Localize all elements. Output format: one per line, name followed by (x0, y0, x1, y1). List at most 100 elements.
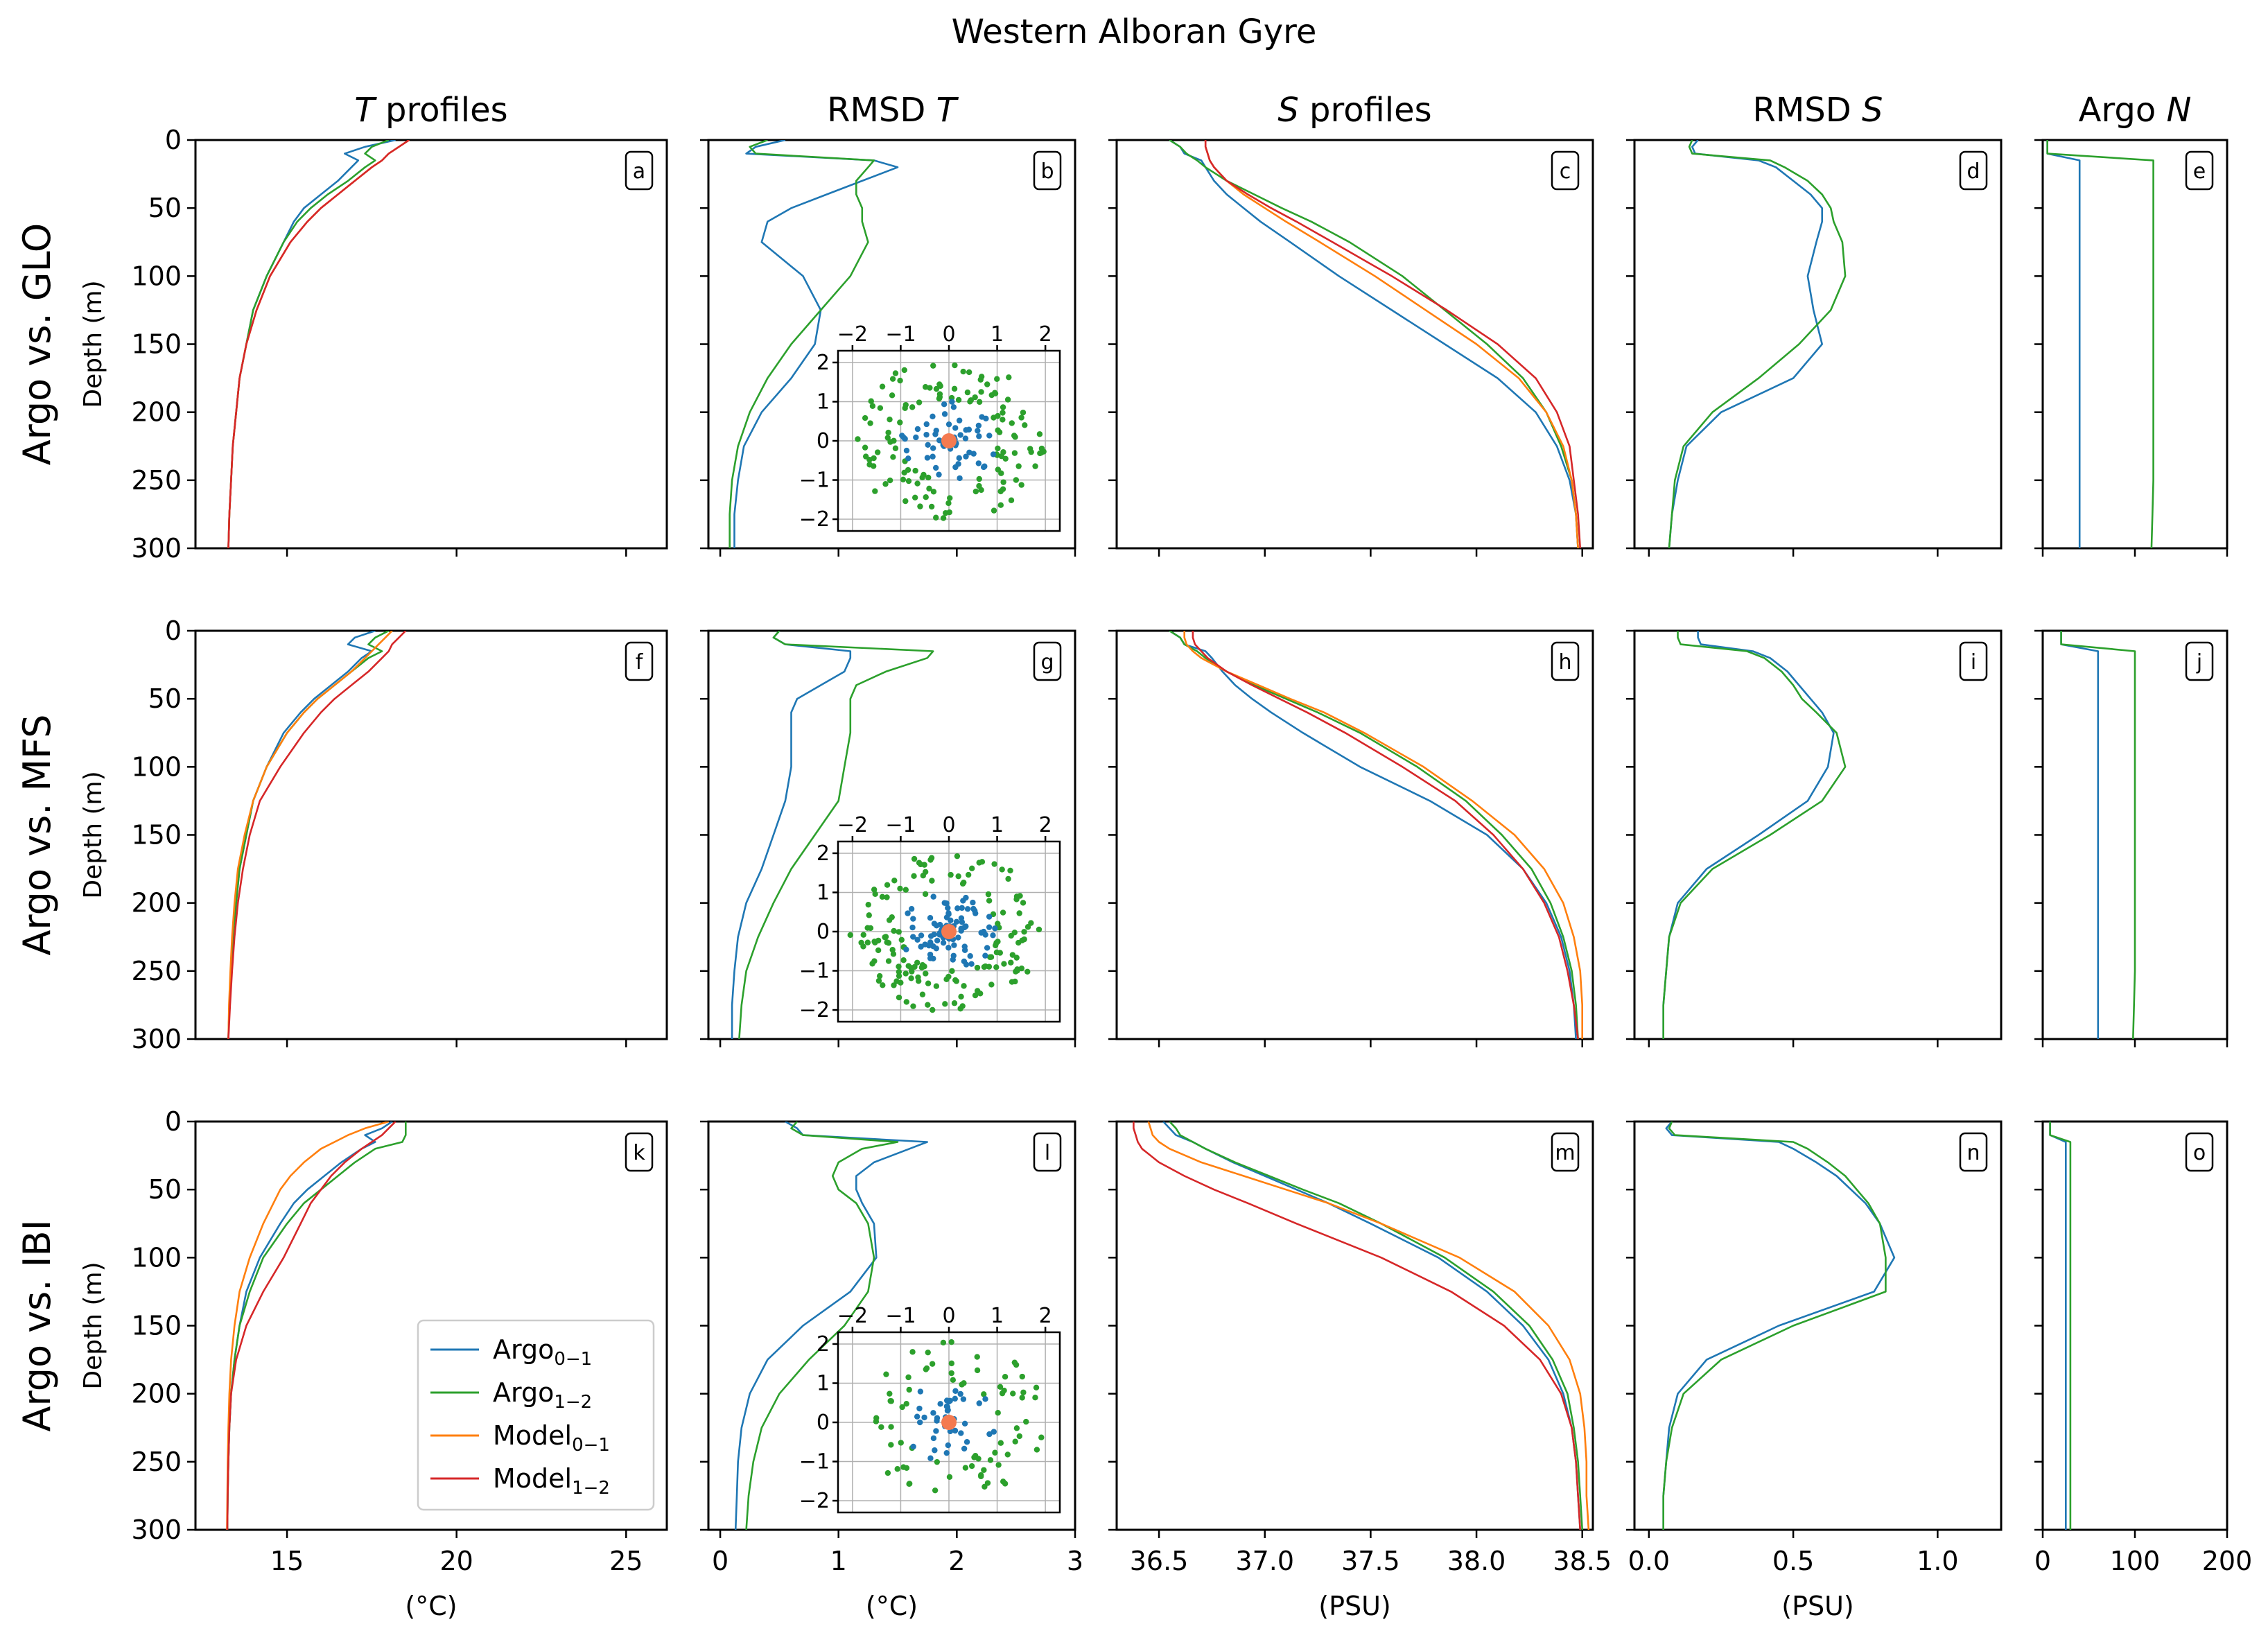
inset-point-argo12 (976, 399, 983, 405)
inset-point-argo12 (968, 1463, 975, 1469)
inset-point-argo12 (1000, 410, 1006, 416)
inset-point-argo01 (957, 1390, 963, 1397)
inset-point-argo12 (885, 940, 892, 946)
inset-point-argo01 (976, 1400, 982, 1406)
inset-point-argo12 (987, 1457, 994, 1463)
y-tick-label: 200 (131, 888, 182, 918)
inset-point-argo01 (927, 951, 934, 958)
legend-label: Model1−2 (493, 1463, 610, 1499)
inset-point-argo01 (961, 958, 968, 965)
inset-point-argo12 (889, 946, 896, 953)
inset-point-argo12 (995, 466, 1002, 473)
inset-point-argo12 (916, 399, 923, 405)
series-line-argo-1-2 (2060, 631, 2136, 1039)
inset-point-argo12 (1000, 479, 1006, 485)
inset-point-argo12 (896, 929, 902, 935)
y-tick-label: 250 (131, 1447, 182, 1477)
inset-point-argo01 (963, 923, 969, 930)
y-tick-label: 0 (165, 125, 182, 155)
series-line-argo-0-1 (227, 140, 396, 548)
inset-point-argo12 (1016, 1433, 1023, 1440)
inset-point-argo12 (988, 982, 995, 988)
inset-point-argo01 (984, 945, 991, 951)
inset-point-argo12 (1008, 959, 1014, 966)
panel-badge-box (2185, 641, 2214, 681)
inset-point-argo01 (923, 421, 930, 428)
inset-point-argo01 (964, 906, 971, 912)
inset-point-argo01 (986, 924, 993, 930)
inset-point-argo01 (954, 905, 961, 912)
inset-point-argo01 (931, 921, 938, 927)
panel-lines (2049, 1122, 2072, 1530)
inset-point-argo12 (1021, 929, 1027, 935)
inset-point-argo12 (1032, 463, 1038, 469)
inset-point-argo01 (910, 1443, 916, 1450)
inset-point-argo12 (871, 939, 878, 945)
inset-point-argo12 (1013, 893, 1020, 900)
legend-label-subscript: 0−1 (572, 1435, 610, 1456)
panel-lines (1662, 1122, 1896, 1530)
inset-point-argo12 (900, 1464, 907, 1470)
inset-y-tick-label: −2 (799, 1489, 830, 1513)
inset-point-argo12 (1013, 954, 1020, 961)
column-title-3: S profiles (1277, 91, 1431, 130)
column-title-prefix: RMSD (1753, 91, 1862, 130)
inset-point-argo12 (1022, 422, 1028, 428)
inset-point-argo01 (945, 905, 951, 912)
panel-frame (1633, 139, 2003, 550)
inset-point-argo01 (932, 431, 939, 437)
panel-m: 36.5 37.0 37.5 38.0 38.5 m (1108, 1120, 1612, 1576)
inset-point-argo12 (974, 988, 981, 994)
inset-y-tick-label: −1 (799, 469, 830, 493)
inset-point-argo01 (945, 910, 952, 916)
inset-point-argo01 (943, 1449, 950, 1456)
inset-point-argo12 (905, 963, 911, 969)
inset-point-argo12 (976, 476, 982, 482)
inset-point-argo12 (997, 1440, 1004, 1446)
series-line-model-1-2 (1133, 1122, 1581, 1530)
inset-point-argo12 (874, 449, 881, 455)
inset-point-argo12 (902, 498, 909, 505)
y-tick-label: 50 (148, 1174, 182, 1205)
inset-point-argo12 (884, 894, 890, 900)
series-line-argo-1-2 (1662, 1122, 1887, 1530)
inset-point-argo12 (1013, 1425, 1020, 1431)
inset-point-argo01 (952, 1427, 959, 1434)
inset-point-argo01 (900, 434, 907, 441)
inset-point-argo12 (1012, 978, 1018, 985)
inset-point-argo12 (1019, 1395, 1025, 1401)
series-line-model-0-1 (1183, 631, 1583, 1039)
inset-point-argo12 (889, 376, 896, 382)
inset-point-argo12 (891, 927, 897, 934)
inset-point-argo12 (1033, 1384, 1040, 1391)
inset-point-argo12 (866, 912, 872, 918)
panel-badge-box (625, 150, 654, 191)
inset-point-argo12 (1007, 867, 1013, 874)
series-line-model-1-2 (227, 631, 407, 1039)
panel-lines (1169, 631, 1583, 1039)
inset-x-tick-label: −1 (885, 322, 916, 347)
inset-point-argo12 (993, 964, 1000, 970)
panel-g: g −2 2 −1 1 0 0 1 −1 2 −2 (700, 629, 1076, 1047)
inset-point-argo12 (925, 474, 932, 481)
inset-point-argo12 (1009, 952, 1016, 958)
panel-badge-letter: c (1560, 159, 1571, 184)
inset-point-argo01 (932, 464, 939, 471)
inset-point-argo12 (1020, 1389, 1027, 1395)
inset-point-argo12 (940, 515, 947, 521)
inset-point-argo12 (1024, 968, 1031, 975)
inset-point-argo12 (865, 901, 871, 908)
inset-point-argo12 (925, 1349, 931, 1356)
inset-center-marker (941, 924, 957, 939)
series-line-argo-0-1 (731, 631, 852, 1039)
legend-label: Argo1−2 (493, 1377, 592, 1413)
x-tick-label: 1.0 (1917, 1546, 1958, 1576)
panel-badge-letter: b (1040, 159, 1054, 184)
panel-badge-letter: d (1966, 159, 1980, 184)
inset-point-argo12 (933, 983, 940, 989)
inset-point-argo01 (948, 917, 954, 924)
inset-point-argo12 (930, 489, 937, 495)
inset-point-argo12 (1006, 374, 1012, 381)
inset-point-argo01 (963, 1439, 970, 1445)
inset-scatter: −2 2 −1 1 0 0 1 −1 2 −2 (799, 1304, 1061, 1514)
